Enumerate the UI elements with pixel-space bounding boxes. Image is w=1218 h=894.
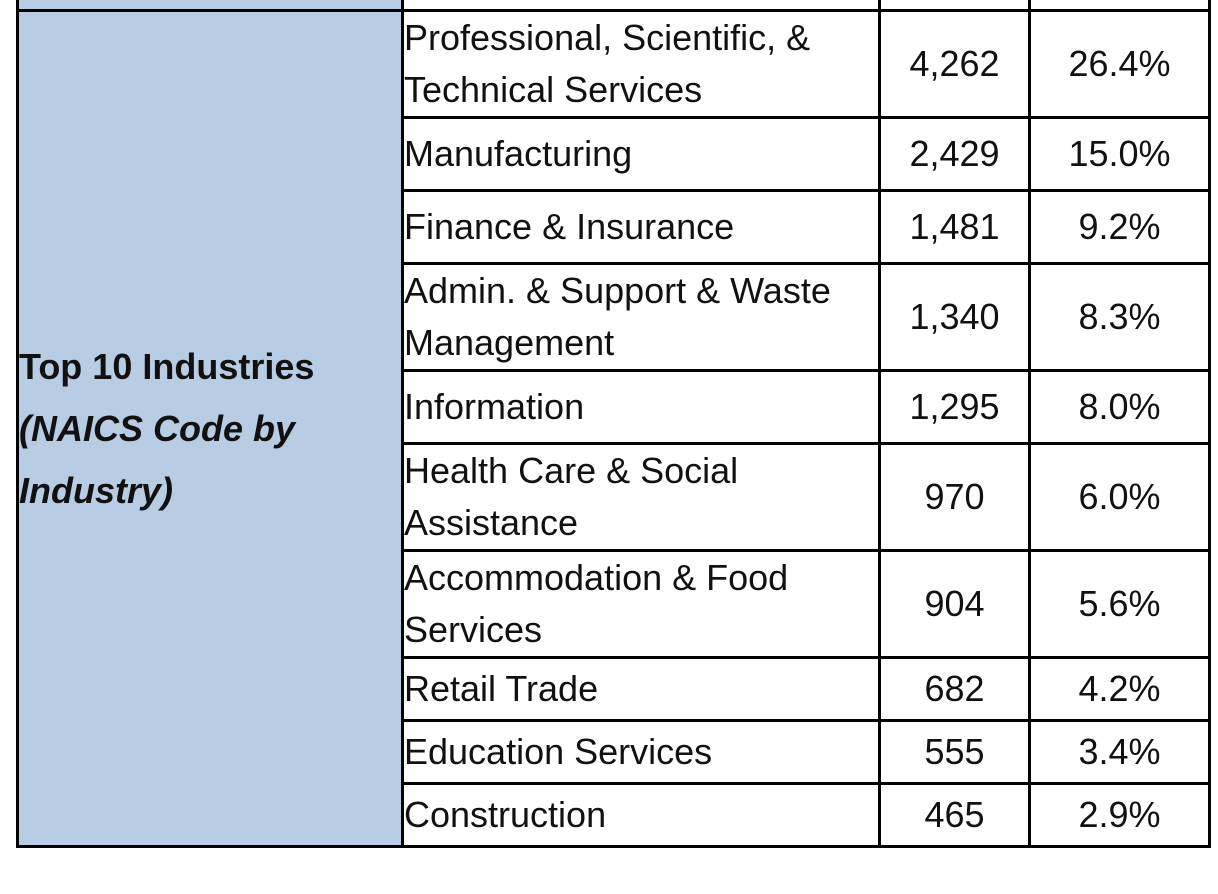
industry-name: Health Care & Social Assistance bbox=[401, 442, 881, 552]
table-row: Education Services 555 3.4% bbox=[18, 719, 1211, 785]
industry-percent: 15.0% bbox=[1028, 116, 1211, 192]
table-row: Top 10 Industries (NAICS Code by Industr… bbox=[16, 9, 1211, 848]
industry-name: Education Services bbox=[401, 719, 881, 785]
section-title: Top 10 Industries bbox=[19, 345, 315, 387]
industry-percent: 2.9% bbox=[1028, 782, 1211, 848]
industry-name: Finance & Insurance bbox=[401, 189, 881, 265]
table-row: Finance & Insurance 1,481 9.2% bbox=[18, 189, 1211, 265]
previous-section-cell bbox=[878, 0, 1031, 12]
industry-percent: 8.3% bbox=[1028, 262, 1211, 372]
industries-table: Top 10 Industries (NAICS Code by Industr… bbox=[16, 0, 1211, 848]
industry-percent: 6.0% bbox=[1028, 442, 1211, 552]
industry-percent: 9.2% bbox=[1028, 189, 1211, 265]
previous-section-label-cell bbox=[16, 0, 404, 12]
section-subtitle: (NAICS Code by Industry) bbox=[19, 407, 296, 511]
industry-percent: 8.0% bbox=[1028, 369, 1211, 445]
table-row: Construction 465 2.9% bbox=[18, 782, 1211, 848]
industry-count: 682 bbox=[878, 656, 1031, 722]
industry-count: 555 bbox=[878, 719, 1031, 785]
industry-name: Manufacturing bbox=[401, 116, 881, 192]
table-row: Retail Trade 682 4.2% bbox=[18, 656, 1211, 722]
table-row: Health Care & Social Assistance 970 6.0% bbox=[18, 442, 1211, 552]
industry-percent: 3.4% bbox=[1028, 719, 1211, 785]
industry-name: Accommodation & Food Services bbox=[401, 549, 881, 659]
industry-count: 2,429 bbox=[878, 116, 1031, 192]
table-row: Manufacturing 2,429 15.0% bbox=[18, 116, 1211, 192]
industry-count: 4,262 bbox=[878, 9, 1031, 119]
industry-name: Construction bbox=[401, 782, 881, 848]
industry-name: Information bbox=[401, 369, 881, 445]
industry-name: Retail Trade bbox=[401, 656, 881, 722]
industry-count: 1,340 bbox=[878, 262, 1031, 372]
industry-percent: 5.6% bbox=[1028, 549, 1211, 659]
industry-count: 1,481 bbox=[878, 189, 1031, 265]
industry-name: Professional, Scientific, & Technical Se… bbox=[401, 9, 881, 119]
table-row: Information 1,295 8.0% bbox=[18, 369, 1211, 445]
table-row-previous-section bbox=[16, 0, 1211, 12]
previous-section-cell bbox=[1028, 0, 1211, 12]
section-label-cell: Top 10 Industries (NAICS Code by Industr… bbox=[16, 9, 404, 848]
industry-count: 970 bbox=[878, 442, 1031, 552]
industry-percent: 4.2% bbox=[1028, 656, 1211, 722]
previous-section-cell bbox=[401, 0, 881, 12]
industry-count: 1,295 bbox=[878, 369, 1031, 445]
table-row: Admin. & Support & Waste Management 1,34… bbox=[18, 262, 1211, 372]
industry-count: 465 bbox=[878, 782, 1031, 848]
table-row: Accommodation & Food Services 904 5.6% bbox=[18, 549, 1211, 659]
industry-name: Admin. & Support & Waste Management bbox=[401, 262, 881, 372]
industry-percent: 26.4% bbox=[1028, 9, 1211, 119]
industry-count: 904 bbox=[878, 549, 1031, 659]
